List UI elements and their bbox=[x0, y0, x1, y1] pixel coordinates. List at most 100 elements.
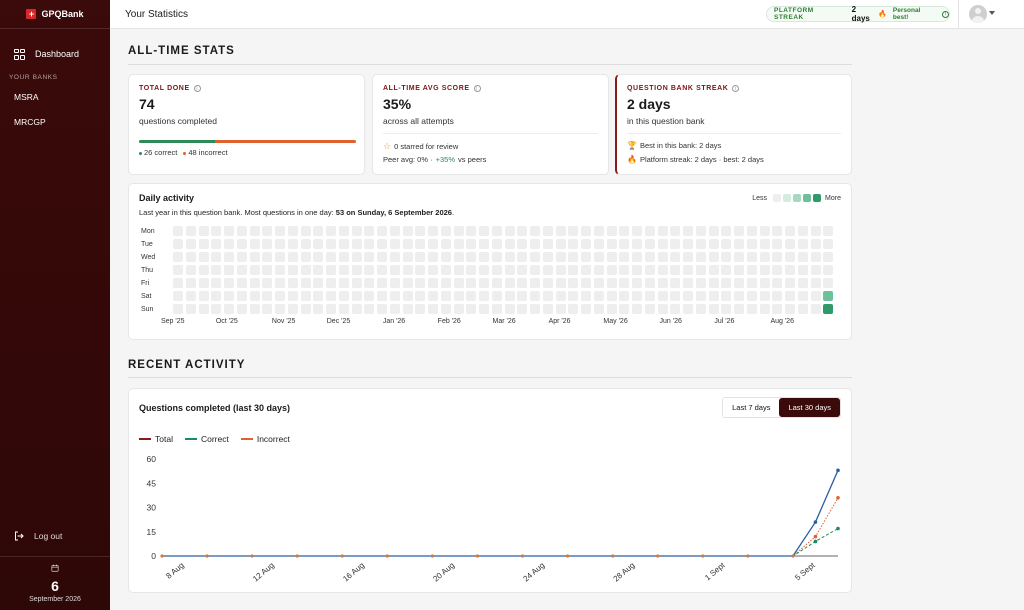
heatmap-cell[interactable] bbox=[453, 304, 464, 314]
heatmap-cell[interactable] bbox=[224, 226, 234, 236]
heatmap-cell[interactable] bbox=[479, 291, 489, 301]
heatmap-cell[interactable] bbox=[785, 278, 795, 288]
heatmap-cell[interactable] bbox=[415, 226, 426, 236]
heatmap-cell[interactable] bbox=[823, 265, 834, 275]
heatmap-cell[interactable] bbox=[772, 278, 783, 288]
heatmap-cell[interactable] bbox=[530, 278, 540, 288]
heatmap-cell[interactable] bbox=[224, 252, 234, 262]
heatmap-cell[interactable] bbox=[797, 226, 808, 236]
heatmap-cell[interactable] bbox=[173, 226, 183, 236]
heatmap-cell[interactable] bbox=[734, 252, 744, 262]
heatmap-cell[interactable] bbox=[504, 265, 515, 275]
heatmap-cell[interactable] bbox=[249, 252, 260, 262]
heatmap-cell[interactable] bbox=[198, 239, 209, 249]
heatmap-cell[interactable] bbox=[491, 226, 502, 236]
heatmap-cell[interactable] bbox=[364, 226, 375, 236]
heatmap-cell[interactable] bbox=[173, 304, 183, 314]
heatmap-cell[interactable] bbox=[275, 265, 285, 275]
heatmap-cell[interactable] bbox=[772, 226, 783, 236]
heatmap-cell[interactable] bbox=[211, 239, 222, 249]
heatmap-cell[interactable] bbox=[632, 304, 642, 314]
heatmap-cell[interactable] bbox=[593, 239, 604, 249]
heatmap-cell[interactable] bbox=[555, 226, 566, 236]
heatmap-cell[interactable] bbox=[670, 291, 681, 301]
range-30-days-button[interactable]: Last 30 days bbox=[779, 398, 840, 417]
heatmap-cell[interactable] bbox=[453, 291, 464, 301]
heatmap-cell[interactable] bbox=[338, 239, 349, 249]
heatmap-cell[interactable] bbox=[224, 291, 234, 301]
heatmap-cell[interactable] bbox=[695, 265, 706, 275]
heatmap-cell[interactable] bbox=[657, 304, 668, 314]
heatmap-cell[interactable] bbox=[262, 226, 273, 236]
heatmap-cell[interactable] bbox=[275, 291, 285, 301]
heatmap-cell[interactable] bbox=[670, 304, 681, 314]
heatmap-cell[interactable] bbox=[389, 226, 400, 236]
heatmap-cell[interactable] bbox=[683, 291, 693, 301]
heatmap-cell[interactable] bbox=[542, 239, 553, 249]
heatmap-cell[interactable] bbox=[746, 226, 757, 236]
heatmap-cell[interactable] bbox=[440, 252, 451, 262]
heatmap-cell[interactable] bbox=[389, 291, 400, 301]
heatmap-cell[interactable] bbox=[568, 252, 579, 262]
heatmap-cell[interactable] bbox=[185, 304, 196, 314]
heatmap-cell[interactable] bbox=[619, 278, 630, 288]
heatmap-cell[interactable] bbox=[287, 239, 298, 249]
heatmap-cell[interactable] bbox=[683, 278, 693, 288]
heatmap-cell[interactable] bbox=[797, 252, 808, 262]
heatmap-cell[interactable] bbox=[377, 239, 387, 249]
heatmap-cell[interactable] bbox=[823, 278, 834, 288]
heatmap-cell[interactable] bbox=[313, 239, 324, 249]
heatmap-cell[interactable] bbox=[224, 278, 234, 288]
heatmap-cell[interactable] bbox=[198, 226, 209, 236]
heatmap-cell[interactable] bbox=[606, 265, 617, 275]
heatmap-cell[interactable] bbox=[351, 265, 362, 275]
heatmap-cell[interactable] bbox=[198, 265, 209, 275]
heatmap-cell[interactable] bbox=[581, 304, 591, 314]
heatmap-cell[interactable] bbox=[759, 265, 770, 275]
heatmap-cell[interactable] bbox=[338, 265, 349, 275]
heatmap-cell[interactable] bbox=[377, 291, 387, 301]
chevron-down-icon[interactable] bbox=[989, 11, 995, 15]
heatmap-cell[interactable] bbox=[428, 226, 438, 236]
heatmap-cell[interactable] bbox=[619, 226, 630, 236]
heatmap-cell[interactable] bbox=[402, 252, 413, 262]
heatmap-cell[interactable] bbox=[326, 278, 336, 288]
heatmap-cell[interactable] bbox=[491, 265, 502, 275]
heatmap-cell[interactable] bbox=[823, 291, 834, 301]
heatmap-cell[interactable] bbox=[173, 252, 183, 262]
heatmap-cell[interactable] bbox=[504, 291, 515, 301]
heatmap-cell[interactable] bbox=[504, 239, 515, 249]
heatmap-cell[interactable] bbox=[746, 278, 757, 288]
heatmap-cell[interactable] bbox=[517, 265, 528, 275]
heatmap-cell[interactable] bbox=[453, 239, 464, 249]
heatmap-cell[interactable] bbox=[734, 265, 744, 275]
heatmap-cell[interactable] bbox=[542, 226, 553, 236]
brand-logo[interactable]: + GPQBank bbox=[0, 0, 110, 28]
heatmap-cell[interactable] bbox=[440, 304, 451, 314]
heatmap-cell[interactable] bbox=[428, 252, 438, 262]
heatmap-cell[interactable] bbox=[364, 252, 375, 262]
heatmap-cell[interactable] bbox=[338, 278, 349, 288]
heatmap-cell[interactable] bbox=[313, 226, 324, 236]
heatmap-cell[interactable] bbox=[275, 278, 285, 288]
heatmap-cell[interactable] bbox=[581, 252, 591, 262]
heatmap-cell[interactable] bbox=[644, 252, 655, 262]
heatmap-cell[interactable] bbox=[440, 265, 451, 275]
heatmap-cell[interactable] bbox=[632, 265, 642, 275]
heatmap-cell[interactable] bbox=[173, 239, 183, 249]
heatmap-cell[interactable] bbox=[377, 252, 387, 262]
heatmap-cell[interactable] bbox=[772, 239, 783, 249]
heatmap-cell[interactable] bbox=[185, 291, 196, 301]
heatmap-cell[interactable] bbox=[249, 226, 260, 236]
heatmap-cell[interactable] bbox=[695, 252, 706, 262]
heatmap-cell[interactable] bbox=[810, 239, 821, 249]
heatmap-cell[interactable] bbox=[721, 278, 732, 288]
heatmap-cell[interactable] bbox=[491, 278, 502, 288]
heatmap-cell[interactable] bbox=[185, 265, 196, 275]
heatmap-cell[interactable] bbox=[644, 265, 655, 275]
heatmap-cell[interactable] bbox=[415, 239, 426, 249]
heatmap-cell[interactable] bbox=[568, 304, 579, 314]
heatmap-cell[interactable] bbox=[415, 291, 426, 301]
heatmap-cell[interactable] bbox=[275, 252, 285, 262]
heatmap-cell[interactable] bbox=[466, 278, 477, 288]
